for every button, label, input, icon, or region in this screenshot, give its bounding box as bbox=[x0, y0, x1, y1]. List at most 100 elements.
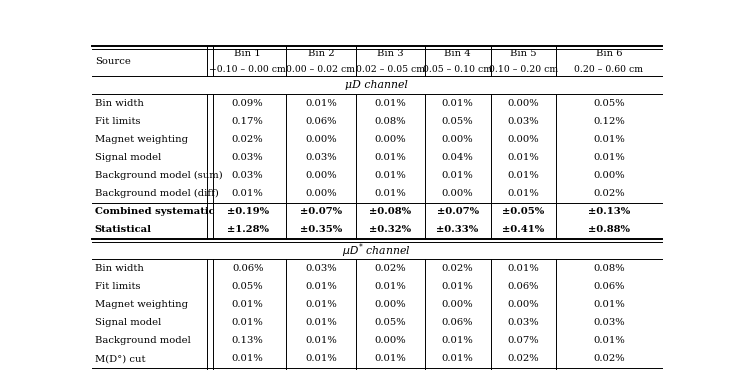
Text: 0.06%: 0.06% bbox=[305, 117, 337, 125]
Text: 0.10 – 0.20 cm: 0.10 – 0.20 cm bbox=[489, 64, 558, 74]
Text: Background model: Background model bbox=[95, 336, 190, 345]
Text: 0.01%: 0.01% bbox=[507, 264, 539, 273]
Text: 0.00%: 0.00% bbox=[305, 171, 337, 180]
Text: 0.02%: 0.02% bbox=[593, 189, 625, 198]
Text: Magnet weighting: Magnet weighting bbox=[95, 135, 187, 144]
Text: ±0.07%: ±0.07% bbox=[437, 207, 478, 216]
Text: 0.01%: 0.01% bbox=[305, 300, 337, 309]
Text: 0.00%: 0.00% bbox=[508, 135, 539, 144]
Text: 0.01%: 0.01% bbox=[232, 300, 264, 309]
Text: 0.01%: 0.01% bbox=[442, 171, 473, 180]
Text: ±0.32%: ±0.32% bbox=[369, 225, 412, 234]
Text: ±0.08%: ±0.08% bbox=[369, 207, 412, 216]
Text: Bin 6: Bin 6 bbox=[595, 48, 622, 58]
Text: 0.01%: 0.01% bbox=[593, 300, 625, 309]
Text: 0.01%: 0.01% bbox=[305, 318, 337, 327]
Text: Combined systematic: Combined systematic bbox=[95, 207, 215, 216]
Text: ±0.41%: ±0.41% bbox=[502, 225, 545, 234]
Text: 0.00%: 0.00% bbox=[375, 300, 406, 309]
Text: 0.06%: 0.06% bbox=[593, 282, 625, 291]
Text: 0.08%: 0.08% bbox=[593, 264, 625, 273]
Text: ±0.33%: ±0.33% bbox=[437, 225, 478, 234]
Text: 0.05%: 0.05% bbox=[593, 98, 625, 108]
Text: ±0.35%: ±0.35% bbox=[300, 225, 342, 234]
Text: 0.01%: 0.01% bbox=[593, 135, 625, 144]
Text: 0.20 – 0.60 cm: 0.20 – 0.60 cm bbox=[574, 64, 643, 74]
Text: 0.00%: 0.00% bbox=[305, 135, 337, 144]
Text: 0.03%: 0.03% bbox=[508, 318, 539, 327]
Text: 0.00%: 0.00% bbox=[442, 135, 473, 144]
Text: 0.01%: 0.01% bbox=[375, 354, 406, 363]
Text: 0.01%: 0.01% bbox=[442, 336, 473, 345]
Text: 0.06%: 0.06% bbox=[232, 264, 263, 273]
Text: 0.02%: 0.02% bbox=[442, 264, 473, 273]
Text: 0.17%: 0.17% bbox=[232, 117, 264, 125]
Text: Bin 5: Bin 5 bbox=[510, 48, 537, 58]
Text: 0.13%: 0.13% bbox=[232, 336, 264, 345]
Text: Source: Source bbox=[95, 57, 131, 65]
Text: 0.01%: 0.01% bbox=[232, 318, 264, 327]
Text: 0.01%: 0.01% bbox=[305, 282, 337, 291]
Text: 0.03%: 0.03% bbox=[305, 153, 337, 162]
Text: 0.01%: 0.01% bbox=[593, 336, 625, 345]
Text: 0.03%: 0.03% bbox=[593, 318, 625, 327]
Text: Bin 1: Bin 1 bbox=[234, 48, 261, 58]
Text: 0.01%: 0.01% bbox=[375, 282, 406, 291]
Text: 0.02%: 0.02% bbox=[232, 135, 263, 144]
Text: ±0.07%: ±0.07% bbox=[300, 207, 342, 216]
Text: M(D°) cut: M(D°) cut bbox=[95, 354, 146, 363]
Text: −0.10 – 0.00 cm: −0.10 – 0.00 cm bbox=[209, 64, 286, 74]
Text: 0.01%: 0.01% bbox=[305, 98, 337, 108]
Text: 0.00%: 0.00% bbox=[375, 135, 406, 144]
Text: 0.03%: 0.03% bbox=[305, 264, 337, 273]
Text: Background model (diff): Background model (diff) bbox=[95, 189, 218, 198]
Text: Bin 3: Bin 3 bbox=[377, 48, 404, 58]
Text: 0.00%: 0.00% bbox=[442, 189, 473, 198]
Text: $\mu D^{*}$ channel: $\mu D^{*}$ channel bbox=[343, 241, 411, 260]
Text: 0.01%: 0.01% bbox=[375, 171, 406, 180]
Text: 0.00%: 0.00% bbox=[375, 336, 406, 345]
Text: 0.02%: 0.02% bbox=[593, 354, 625, 363]
Text: 0.06%: 0.06% bbox=[508, 282, 539, 291]
Text: 0.05%: 0.05% bbox=[442, 117, 473, 125]
Text: Fit limits: Fit limits bbox=[95, 117, 140, 125]
Text: 0.01%: 0.01% bbox=[442, 354, 473, 363]
Text: Bin 2: Bin 2 bbox=[307, 48, 334, 58]
Text: 0.05 – 0.10 cm: 0.05 – 0.10 cm bbox=[423, 64, 492, 74]
Text: 0.00%: 0.00% bbox=[305, 189, 337, 198]
Text: 0.02%: 0.02% bbox=[508, 354, 539, 363]
Text: Signal model: Signal model bbox=[95, 318, 161, 327]
Text: Bin width: Bin width bbox=[95, 264, 143, 273]
Text: 0.00 – 0.02 cm: 0.00 – 0.02 cm bbox=[287, 64, 355, 74]
Text: ±0.05%: ±0.05% bbox=[502, 207, 545, 216]
Text: Fit limits: Fit limits bbox=[95, 282, 140, 291]
Text: Bin width: Bin width bbox=[95, 98, 143, 108]
Text: 0.09%: 0.09% bbox=[232, 98, 263, 108]
Text: 0.07%: 0.07% bbox=[508, 336, 539, 345]
Text: 0.01%: 0.01% bbox=[593, 153, 625, 162]
Text: 0.02 – 0.05 cm: 0.02 – 0.05 cm bbox=[356, 64, 425, 74]
Text: 0.06%: 0.06% bbox=[442, 318, 473, 327]
Text: Background model (sum): Background model (sum) bbox=[95, 171, 223, 180]
Text: Statistical: Statistical bbox=[95, 225, 151, 234]
Text: 0.05%: 0.05% bbox=[375, 318, 406, 327]
Text: Magnet weighting: Magnet weighting bbox=[95, 300, 187, 309]
Text: 0.03%: 0.03% bbox=[232, 153, 263, 162]
Text: 0.08%: 0.08% bbox=[375, 117, 406, 125]
Text: 0.01%: 0.01% bbox=[507, 171, 539, 180]
Text: 0.01%: 0.01% bbox=[305, 336, 337, 345]
Text: 0.03%: 0.03% bbox=[508, 117, 539, 125]
Text: 0.01%: 0.01% bbox=[442, 282, 473, 291]
Text: 0.00%: 0.00% bbox=[508, 98, 539, 108]
Text: ±0.88%: ±0.88% bbox=[588, 225, 630, 234]
Text: 0.01%: 0.01% bbox=[305, 354, 337, 363]
Text: μD channel: μD channel bbox=[345, 80, 408, 90]
Text: 0.01%: 0.01% bbox=[375, 98, 406, 108]
Text: 0.04%: 0.04% bbox=[442, 153, 473, 162]
Text: 0.00%: 0.00% bbox=[593, 171, 625, 180]
Text: 0.00%: 0.00% bbox=[442, 300, 473, 309]
Text: 0.01%: 0.01% bbox=[507, 153, 539, 162]
Text: 0.12%: 0.12% bbox=[593, 117, 625, 125]
Text: Signal model: Signal model bbox=[95, 153, 161, 162]
Text: 0.03%: 0.03% bbox=[232, 171, 263, 180]
